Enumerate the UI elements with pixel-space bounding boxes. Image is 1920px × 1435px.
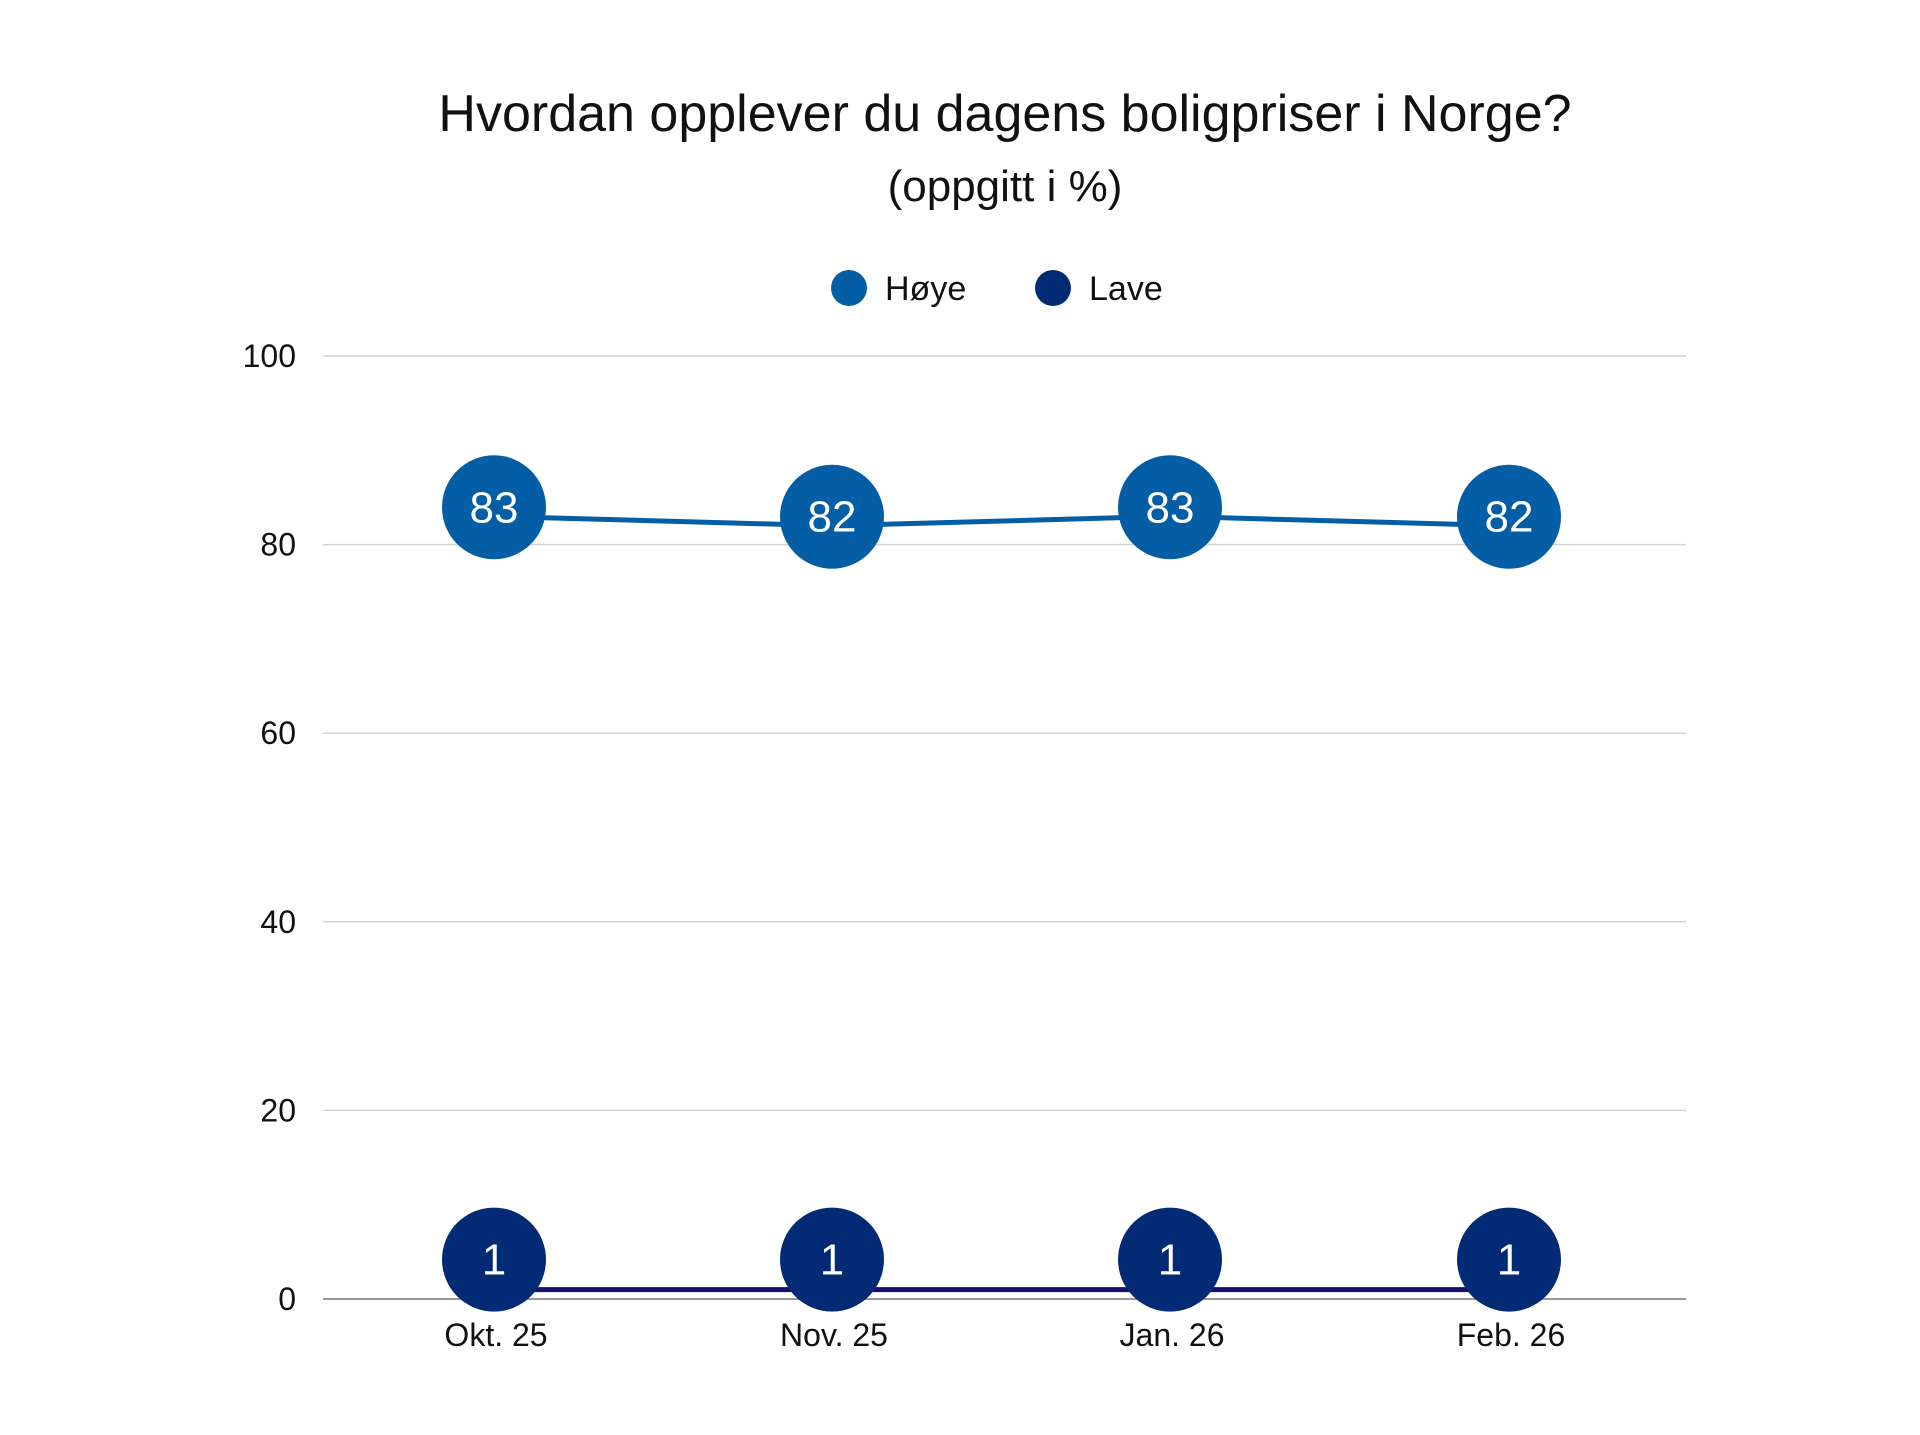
data-label: 1 bbox=[820, 1236, 844, 1285]
data-point-marker bbox=[1457, 1207, 1561, 1312]
data-point-marker bbox=[1457, 464, 1561, 569]
x-tick-label: Feb. 26 bbox=[1457, 1317, 1566, 1353]
data-point-marker bbox=[442, 1207, 546, 1312]
legend-label: Lave bbox=[1089, 270, 1163, 308]
y-tick-label: 60 bbox=[260, 715, 296, 751]
y-tick-label: 0 bbox=[278, 1281, 296, 1317]
chart-subtitle: (oppgitt i %) bbox=[887, 162, 1123, 211]
y-tick-label: 40 bbox=[260, 904, 296, 940]
y-tick-label: 80 bbox=[260, 527, 296, 563]
data-point-marker bbox=[780, 1207, 884, 1312]
x-tick-label: Nov. 25 bbox=[780, 1317, 888, 1353]
data-point-marker bbox=[780, 464, 884, 569]
legend-label: Høye bbox=[885, 270, 966, 308]
data-label: 1 bbox=[482, 1236, 506, 1285]
x-tick-label: Jan. 26 bbox=[1120, 1317, 1225, 1353]
y-tick-label: 20 bbox=[260, 1092, 296, 1128]
chart-title: Hvordan opplever du dagens boligpriser i… bbox=[438, 85, 1572, 143]
data-label: 83 bbox=[470, 483, 519, 532]
data-label: 1 bbox=[1497, 1236, 1521, 1285]
series-line bbox=[493, 513, 1510, 529]
data-point-marker bbox=[1118, 1207, 1222, 1312]
y-tick-label: 100 bbox=[243, 338, 296, 374]
data-point-marker bbox=[442, 455, 546, 560]
data-point-marker bbox=[1118, 455, 1222, 560]
data-label: 82 bbox=[808, 493, 857, 542]
legend-marker bbox=[1035, 270, 1071, 306]
x-tick-label: Okt. 25 bbox=[444, 1317, 547, 1353]
data-label: 1 bbox=[1158, 1236, 1182, 1285]
data-label: 82 bbox=[1485, 493, 1534, 542]
legend-marker bbox=[831, 270, 867, 306]
data-label: 83 bbox=[1146, 483, 1195, 532]
